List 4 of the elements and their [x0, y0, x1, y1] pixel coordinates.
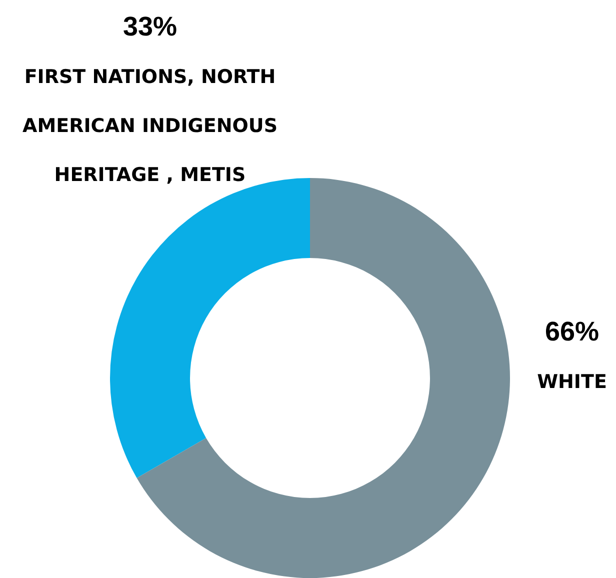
- category-label: FIRST NATIONS, NORTH AMERICAN INDIGENOUS HERITAGE , METIS: [22, 66, 278, 186]
- data-label: 66%: [544, 316, 600, 346]
- slice-label: WHITE: [537, 370, 607, 393]
- data-label: 33%: [122, 11, 178, 42]
